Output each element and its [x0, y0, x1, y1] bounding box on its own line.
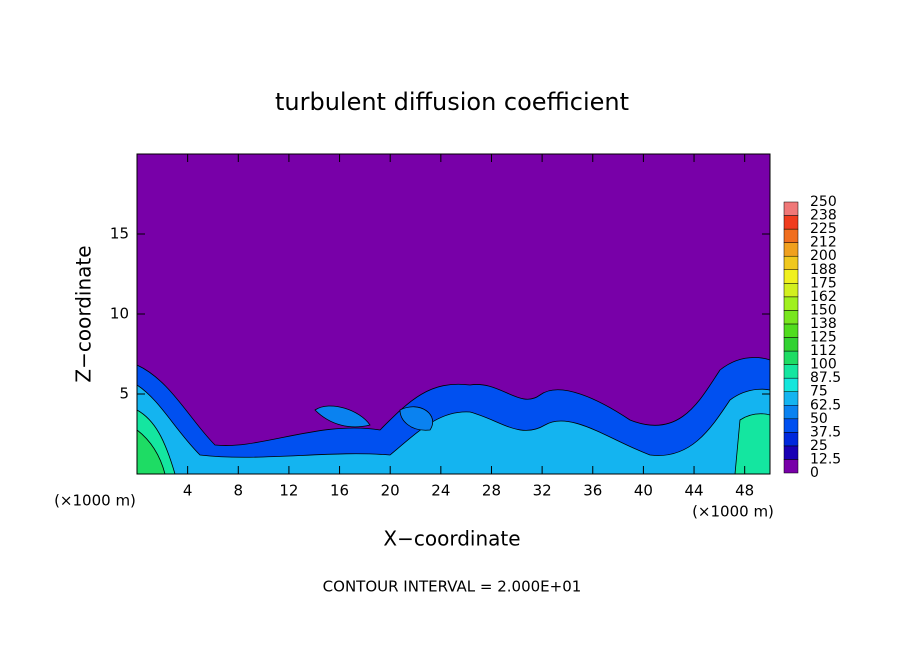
colorbar-band — [783, 242, 799, 257]
colorbar-band — [783, 283, 799, 298]
colorbar-band — [783, 337, 799, 352]
colorbar-band — [783, 377, 799, 392]
x-tick-label: 4 — [183, 482, 193, 500]
y-tick-label: 10 — [110, 305, 129, 323]
x-axis-label: X−coordinate — [383, 527, 520, 551]
x-tick-label: 20 — [381, 482, 400, 500]
colorbar-tick-label: 100 — [810, 357, 837, 373]
colorbar-band — [783, 296, 799, 311]
colorbar-band — [783, 405, 799, 420]
colorbar-tick-label: 238 — [810, 208, 837, 224]
colorbar-band — [783, 201, 799, 216]
contour-band — [137, 429, 166, 474]
colorbar-tick-label: 175 — [810, 275, 837, 291]
chart-title: turbulent diffusion coefficient — [275, 88, 629, 116]
x-tick-label: 32 — [533, 482, 552, 500]
x-tick-label: 8 — [234, 482, 244, 500]
footnote: CONTOUR INTERVAL = 2.000E+01 — [323, 578, 582, 596]
x-tick-label: 48 — [735, 482, 754, 500]
colorbar-tick-label: 200 — [810, 248, 837, 264]
x-tick-label: 16 — [330, 482, 349, 500]
colorbar-tick-label: 0 — [810, 465, 819, 481]
colorbar-band — [783, 350, 799, 365]
x-tick-label: 28 — [482, 482, 501, 500]
x-tick-label: 24 — [431, 482, 450, 500]
colorbar-tick-label: 125 — [810, 330, 837, 346]
colorbar-tick-label: 62.5 — [810, 397, 841, 413]
colorbar-tick-label: 188 — [810, 262, 837, 278]
colorbar-band — [783, 391, 799, 406]
colorbar-tick-label: 112 — [810, 343, 837, 359]
x-tick-label: 12 — [279, 482, 298, 500]
colorbar-band — [783, 418, 799, 433]
contour-band — [314, 405, 433, 431]
colorbar-tick-label: 25 — [810, 438, 828, 454]
colorbar-tick-label: 150 — [810, 302, 837, 318]
x-unit-label: (×1000 m) — [692, 503, 774, 521]
colorbar-tick-label: 75 — [810, 384, 828, 400]
colorbar-band — [783, 459, 799, 474]
y-axis-label: Z−coordinate — [72, 245, 96, 382]
colorbar-band — [783, 310, 799, 325]
colorbar-tick-label: 12.5 — [810, 451, 841, 467]
colorbar-band — [783, 432, 799, 447]
contour-field — [137, 154, 770, 474]
colorbar-band — [783, 255, 799, 271]
colorbar-band — [783, 269, 799, 284]
x-unit-label: (×1000 m) — [54, 492, 136, 510]
colorbar-tick-label: 50 — [810, 411, 828, 427]
y-tick-label: 15 — [110, 225, 129, 243]
colorbar-band — [783, 228, 799, 243]
contour-band — [137, 384, 770, 474]
colorbar-tick-label: 87.5 — [810, 370, 841, 386]
x-tick-label: 44 — [684, 482, 703, 500]
colorbar-band — [783, 364, 799, 379]
x-tick-label: 36 — [583, 482, 602, 500]
colorbar-band — [783, 215, 799, 230]
colorbar-band — [783, 323, 799, 338]
colorbar-tick-label: 138 — [810, 316, 837, 332]
x-tick-label: 40 — [634, 482, 653, 500]
colorbar-band — [783, 445, 799, 460]
colorbar-tick-label: 162 — [810, 289, 837, 305]
y-tick-label: 5 — [119, 385, 129, 403]
colorbar-tick-label: 225 — [810, 221, 837, 237]
colorbar-tick-label: 37.5 — [810, 424, 841, 440]
colorbar-tick-label: 212 — [810, 235, 837, 251]
colorbar-tick-label: 250 — [810, 194, 837, 210]
